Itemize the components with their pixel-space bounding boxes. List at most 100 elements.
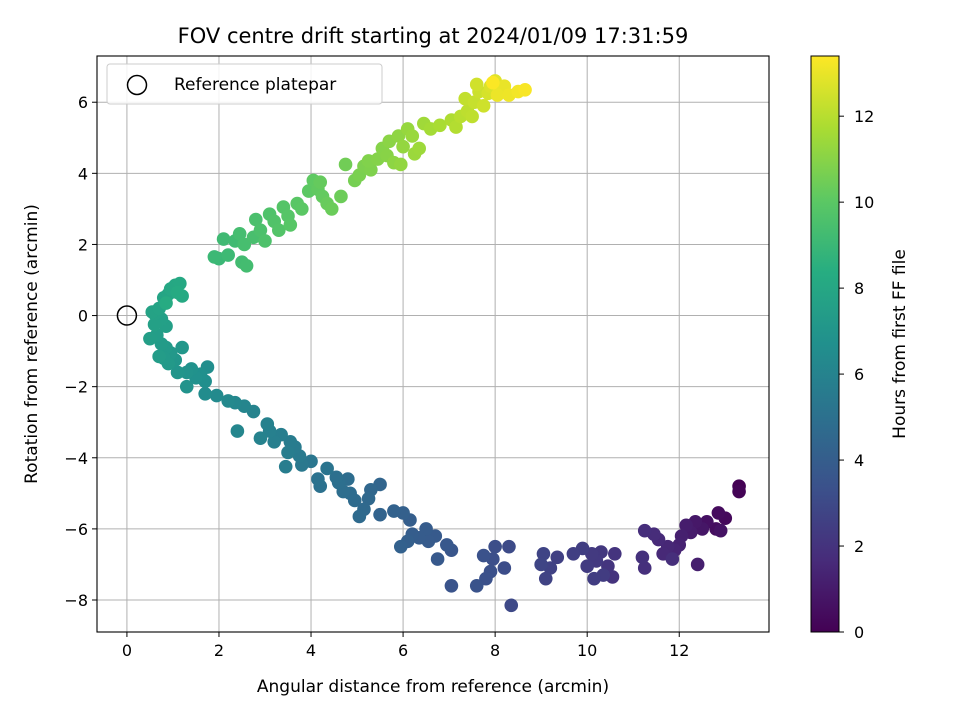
scatter-point	[412, 141, 426, 156]
scatter-point	[338, 157, 353, 172]
scatter-point	[260, 417, 275, 431]
scatter-point	[433, 118, 447, 133]
scatter-point	[278, 459, 293, 474]
scatter-point	[538, 571, 553, 586]
scatter-point	[253, 223, 268, 238]
scatter-point	[313, 175, 328, 190]
y-tick-label: −6	[64, 520, 88, 539]
scatter-point	[444, 578, 459, 593]
scatter-point	[267, 434, 282, 449]
scatter-point	[324, 202, 339, 216]
colorbar-tick-label: 6	[854, 365, 864, 384]
scatter-point	[469, 578, 484, 593]
y-tick-label: 0	[78, 307, 88, 326]
y-tick-label: −8	[64, 591, 88, 610]
scatter-point	[239, 258, 254, 273]
scatter-point	[486, 75, 500, 90]
scatter-point	[283, 434, 298, 449]
x-tick-label: 8	[490, 641, 500, 660]
scatter-point	[469, 77, 484, 92]
chart-title: FOV centre drift starting at 2024/01/09 …	[178, 24, 689, 48]
colorbar-tick-label: 4	[854, 451, 864, 470]
scatter-point	[566, 546, 581, 561]
scatter-point	[258, 234, 272, 248]
scatter-point	[497, 561, 512, 575]
x-tick-label: 10	[577, 641, 597, 660]
scatter-point	[198, 386, 212, 401]
x-ticks: 0 2 4 6 8 10 12	[122, 632, 689, 660]
reference-marker	[116, 305, 138, 326]
x-tick-label: 0	[122, 641, 132, 660]
scatter-point	[221, 248, 235, 262]
scatter-point	[637, 561, 652, 575]
scatter-point	[587, 571, 601, 586]
scatter-point	[283, 218, 298, 232]
scatter-point	[295, 202, 309, 216]
scatter-point	[393, 539, 408, 554]
scatter-point	[248, 212, 263, 227]
colorbar-tick-label: 10	[854, 193, 874, 212]
scatter-points	[143, 74, 746, 613]
scatter-point	[237, 237, 252, 252]
legend-marker	[126, 74, 148, 96]
scatter-point	[637, 523, 652, 538]
scatter-point	[311, 472, 325, 486]
scatter-point	[550, 550, 565, 565]
scatter-point	[679, 518, 693, 533]
scatter-point	[405, 129, 420, 143]
scatter-point	[502, 539, 516, 554]
legend: Reference platepar	[106, 63, 383, 105]
y-ticks: −8 −6 −4 −2 0 2 4 6	[64, 93, 97, 610]
colorbar	[810, 55, 840, 633]
scatter-point	[147, 317, 162, 332]
scatter-point	[320, 461, 334, 476]
scatter-point	[713, 523, 728, 538]
scatter-point	[334, 189, 348, 204]
y-axis-label: Rotation from reference (arcmin)	[22, 204, 42, 484]
scatter-point	[465, 109, 479, 124]
scatter-point	[449, 120, 463, 134]
colorbar-label: Hours from first FF file	[890, 249, 910, 439]
scatter-point	[440, 538, 454, 552]
x-tick-label: 4	[306, 641, 316, 660]
legend-label: Reference platepar	[174, 75, 336, 95]
scatter-point	[488, 539, 502, 554]
scatter-point	[329, 470, 344, 485]
scatter-point	[387, 504, 401, 518]
scatter-point	[518, 82, 532, 97]
scatter-point	[143, 331, 157, 346]
x-axis-label: Angular distance from reference (arcmin)	[257, 677, 609, 697]
scatter-point	[476, 548, 491, 563]
scatter-point	[281, 445, 295, 460]
scatter-point	[391, 129, 406, 143]
scatter-point	[504, 598, 519, 613]
scatter-point	[361, 491, 376, 506]
scatter-point	[396, 139, 410, 154]
scatter-point	[711, 506, 726, 520]
scatter-point	[170, 365, 185, 380]
scatter-point	[230, 424, 245, 438]
scatter-point	[179, 379, 194, 394]
plot-frame	[96, 55, 770, 633]
scatter-point	[732, 484, 746, 499]
colorbar-tick-label: 12	[854, 107, 874, 126]
scatter-point	[580, 559, 594, 574]
colorbar-tick-label: 8	[854, 279, 864, 298]
scatter-point	[221, 394, 235, 408]
scatter-point	[490, 88, 505, 102]
colorbar-tick-label: 0	[854, 623, 864, 642]
x-tick-label: 6	[398, 641, 408, 660]
scatter-point	[209, 388, 224, 403]
scatter-point	[534, 557, 548, 572]
scatter-point	[232, 226, 247, 241]
legend-box	[106, 63, 383, 105]
colorbar-ticks: 0 2 4 6 8 10 12	[839, 107, 874, 642]
scatter-point	[253, 431, 268, 446]
scatter-point	[272, 223, 286, 238]
scatter-point	[430, 552, 445, 566]
scatter-point	[175, 340, 189, 355]
y-tick-label: 6	[78, 93, 88, 112]
scatter-point	[635, 550, 650, 565]
